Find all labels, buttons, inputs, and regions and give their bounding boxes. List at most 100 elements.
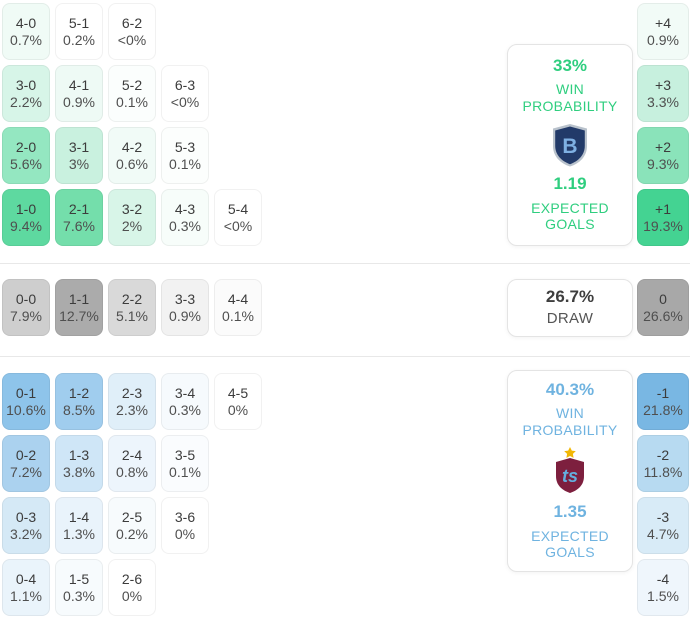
- score-row: 0-2 7.2% 1-3 3.8% 2-4 0.8% 3-5 0.1%: [2, 435, 262, 492]
- away-score-cell: 0-3 3.2%: [2, 497, 50, 554]
- cell-score: 5-3: [174, 139, 196, 155]
- cell-score: 1-3: [68, 447, 90, 463]
- cell-probability: 7.9%: [10, 308, 42, 324]
- cell-score: 4-5: [227, 385, 249, 401]
- cell-score: 1-4: [68, 509, 90, 525]
- away-score-cell: 2-5 0.2%: [108, 497, 156, 554]
- cell-score: 4-4: [227, 291, 249, 307]
- cell-score: +4: [655, 15, 671, 31]
- cell-score: 0-1: [15, 385, 37, 401]
- cell-score: 4-1: [68, 77, 90, 93]
- home-margin-cell: +4 0.9%: [637, 3, 689, 60]
- cell-probability: 0.1%: [169, 156, 201, 172]
- away-goal-margin-column: -1 21.8% -2 11.8% -3 4.7% -4 1.5%: [637, 373, 689, 616]
- home-score-cell: 2-1 7.6%: [55, 189, 103, 246]
- cell-probability: 12.7%: [59, 308, 99, 324]
- cell-score: 1-2: [68, 385, 90, 401]
- home-margin-cell: +3 3.3%: [637, 65, 689, 122]
- away-win-score-grid: 0-1 10.6% 1-2 8.5% 2-3 2.3% 3-4 0.3% 4-5 0% 0-2 7.2…: [2, 373, 262, 616]
- cell-probability: 0.1%: [222, 308, 254, 324]
- cell-score: 3-4: [174, 385, 196, 401]
- cell-score: 0-2: [15, 447, 37, 463]
- away-badge-star-icon: [564, 447, 576, 458]
- home-margin-cell: +2 9.3%: [637, 127, 689, 184]
- home-expected-goals-value: 1.19: [553, 174, 587, 193]
- section-divider: [0, 356, 690, 357]
- cell-probability: 1.5%: [647, 588, 679, 604]
- score-row: 2-0 5.6% 3-1 3% 4-2 0.6% 5-3 0.1%: [2, 127, 262, 184]
- cell-score: 2-1: [68, 201, 90, 217]
- score-row: 0-4 1.1% 1-5 0.3% 2-6 0%: [2, 559, 262, 616]
- cell-score: +1: [655, 201, 671, 217]
- draw-score-cell: 4-4 0.1%: [214, 279, 262, 336]
- cell-probability: 7.6%: [63, 218, 95, 234]
- draw-label: DRAW: [546, 309, 594, 327]
- away-expected-goals-value: 1.35: [553, 502, 587, 521]
- away-margin-cell: -1 21.8%: [637, 373, 689, 430]
- cell-probability: 0.2%: [63, 32, 95, 48]
- cell-probability: <0%: [223, 218, 253, 234]
- cell-score: -4: [656, 571, 670, 587]
- draw-score-grid: 0-0 7.9% 1-1 12.7% 2-2 5.1% 3-3 0.9% 4-4 0.1%: [2, 279, 262, 336]
- away-score-cell: 3-5 0.1%: [161, 435, 209, 492]
- cell-probability: 0.2%: [116, 526, 148, 542]
- cell-score: -2: [656, 447, 670, 463]
- cell-score: 5-2: [121, 77, 143, 93]
- away-score-cell: 0-4 1.1%: [2, 559, 50, 616]
- home-badge-letter: B: [562, 135, 577, 158]
- away-win-probability-value: 40.3%: [545, 379, 595, 399]
- home-score-cell: 4-3 0.3%: [161, 189, 209, 246]
- home-score-cell: 6-2 <0%: [108, 3, 156, 60]
- cell-score: 0-3: [15, 509, 37, 525]
- score-row: 4-0 0.7% 5-1 0.2% 6-2 <0%: [2, 3, 262, 60]
- home-score-cell: 5-2 0.1%: [108, 65, 156, 122]
- cell-score: 3-0: [15, 77, 37, 93]
- home-win-probability-value: 33%: [552, 55, 588, 75]
- cell-score: -1: [656, 385, 670, 401]
- home-expected-goals-label: EXPECTED GOALS: [531, 199, 609, 233]
- cell-probability: 5.1%: [116, 308, 148, 324]
- draw-probability-value: 26.7%: [545, 287, 595, 307]
- draw-score-cell: 0-0 7.9%: [2, 279, 50, 336]
- cell-probability: 2%: [121, 218, 143, 234]
- away-margin-cell: -4 1.5%: [637, 559, 689, 616]
- cell-score: +2: [655, 139, 671, 155]
- score-row: 3-0 2.2% 4-1 0.9% 5-2 0.1% 6-3 <0%: [2, 65, 262, 122]
- home-win-probability-card: 33% WIN PROBABILITY B 1.19 EXPECTED GOAL…: [507, 44, 633, 246]
- away-win-probability-label: WIN PROBABILITY: [522, 405, 618, 439]
- home-score-cell: 4-1 0.9%: [55, 65, 103, 122]
- cell-score: 0: [659, 291, 667, 307]
- draw-margin-cell: 0 26.6%: [637, 279, 689, 336]
- away-win-probability-card: 40.3% WIN PROBABILITY ts 1.35 EXPECTED G…: [507, 370, 633, 572]
- cell-score: 5-1: [68, 15, 90, 31]
- away-score-cell: 0-2 7.2%: [2, 435, 50, 492]
- away-score-cell: 0-1 10.6%: [2, 373, 50, 430]
- cell-score: 1-5: [68, 571, 90, 587]
- cell-probability: 7.2%: [10, 464, 42, 480]
- cell-probability: 4.7%: [647, 526, 679, 542]
- cell-probability: 0%: [174, 526, 196, 542]
- draw-score-cell: 1-1 12.7%: [55, 279, 103, 336]
- cell-probability: 2.3%: [116, 402, 148, 418]
- home-score-cell: 3-2 2%: [108, 189, 156, 246]
- score-row: 0-0 7.9% 1-1 12.7% 2-2 5.1% 3-3 0.9% 4-4 0.1%: [2, 279, 262, 336]
- cell-probability: 8.5%: [63, 402, 95, 418]
- cell-probability: 21.8%: [643, 402, 683, 418]
- cell-score: 6-2: [121, 15, 143, 31]
- cell-probability: 10.6%: [6, 402, 46, 418]
- away-score-cell: 2-6 0%: [108, 559, 156, 616]
- cell-score: 3-3: [174, 291, 196, 307]
- score-row: 1-0 9.4% 2-1 7.6% 3-2 2% 4-3 0.3% 5-4 <0%: [2, 189, 262, 246]
- cell-probability: <0%: [117, 32, 147, 48]
- cell-score: 0-0: [15, 291, 37, 307]
- cell-score: 2-3: [121, 385, 143, 401]
- home-score-cell: 5-1 0.2%: [55, 3, 103, 60]
- away-badge-monogram: ts: [562, 466, 578, 486]
- score-row: 0-1 10.6% 1-2 8.5% 2-3 2.3% 3-4 0.3% 4-5 0%: [2, 373, 262, 430]
- cell-probability: 0.9%: [647, 32, 679, 48]
- home-team-badge-icon: B: [553, 124, 587, 167]
- away-margin-cell: -3 4.7%: [637, 497, 689, 554]
- cell-score: 1-1: [68, 291, 90, 307]
- cell-probability: 0%: [227, 402, 249, 418]
- home-score-cell: 1-0 9.4%: [2, 189, 50, 246]
